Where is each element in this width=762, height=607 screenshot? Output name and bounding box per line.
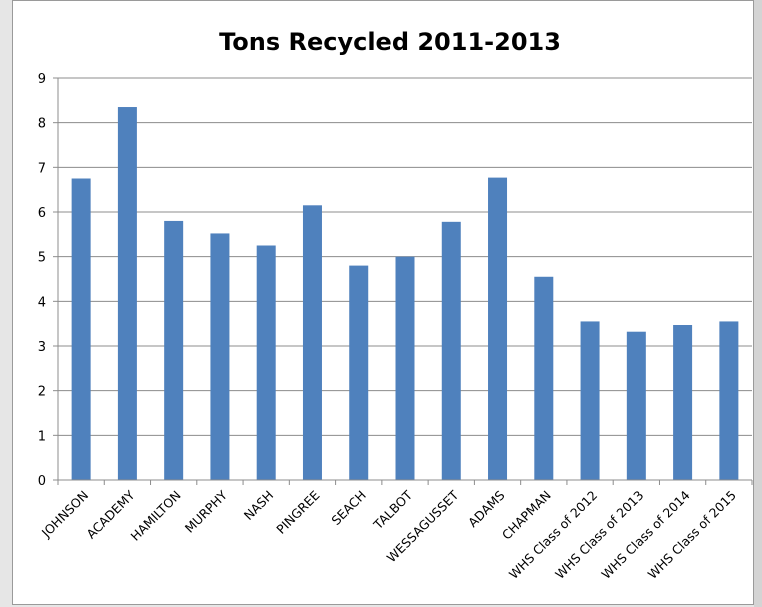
bar-wessagusset: [441, 221, 461, 480]
y-tick-label: 8: [38, 117, 46, 132]
x-category-label: SEACH: [328, 488, 369, 529]
y-tick-label: 4: [38, 295, 46, 310]
x-category-label: MURPHY: [182, 487, 230, 535]
axes: [53, 77, 753, 485]
x-category-label: TALBOT: [370, 487, 416, 533]
bar-murphy: [210, 233, 230, 480]
bar-whs-class-of-2013: [626, 331, 646, 480]
chart-title: Tons Recycled 2011-2013: [219, 28, 561, 56]
x-category-label: WHS Class of 2013: [552, 488, 646, 582]
bar-chapman: [534, 276, 554, 480]
y-tick-label: 0: [38, 474, 46, 489]
y-tick-label: 5: [38, 251, 46, 266]
x-category-label: WHS Class of 2014: [598, 487, 692, 581]
bar-academy: [117, 107, 137, 481]
y-tick-label: 3: [38, 340, 46, 355]
bar-talbot: [395, 256, 415, 480]
bar-whs-class-of-2015: [719, 321, 739, 480]
y-tick-label: 2: [38, 385, 46, 400]
window-edge: [754, 0, 762, 607]
bar-whs-class-of-2014: [673, 325, 693, 480]
y-tick-label: 9: [38, 72, 46, 87]
y-tick-label: 6: [38, 206, 46, 221]
x-category-label: HAMILTON: [128, 488, 184, 544]
bars: [71, 107, 739, 481]
y-tick-label: 1: [38, 429, 46, 444]
x-category-label: NASH: [241, 488, 277, 524]
x-category-label: JOHNSON: [38, 488, 91, 541]
bar-hamilton: [164, 220, 184, 480]
x-category-label: WHS Class of 2015: [645, 488, 739, 582]
y-tick-labels: 0 1 2 3 4 5 6 7 8 9: [38, 72, 46, 489]
bar-nash: [256, 245, 276, 480]
y-tick-label: 7: [38, 161, 46, 176]
bar-adams: [488, 177, 508, 480]
x-category-label: PINGREE: [273, 487, 322, 536]
bar-pingree: [302, 205, 322, 481]
x-category-label: ADAMS: [465, 487, 508, 530]
bar-johnson: [71, 178, 91, 480]
bar-seach: [349, 265, 369, 480]
bar-whs-class-of-2012: [580, 321, 600, 480]
x-category-label: WHS Class of 2012: [506, 488, 600, 582]
